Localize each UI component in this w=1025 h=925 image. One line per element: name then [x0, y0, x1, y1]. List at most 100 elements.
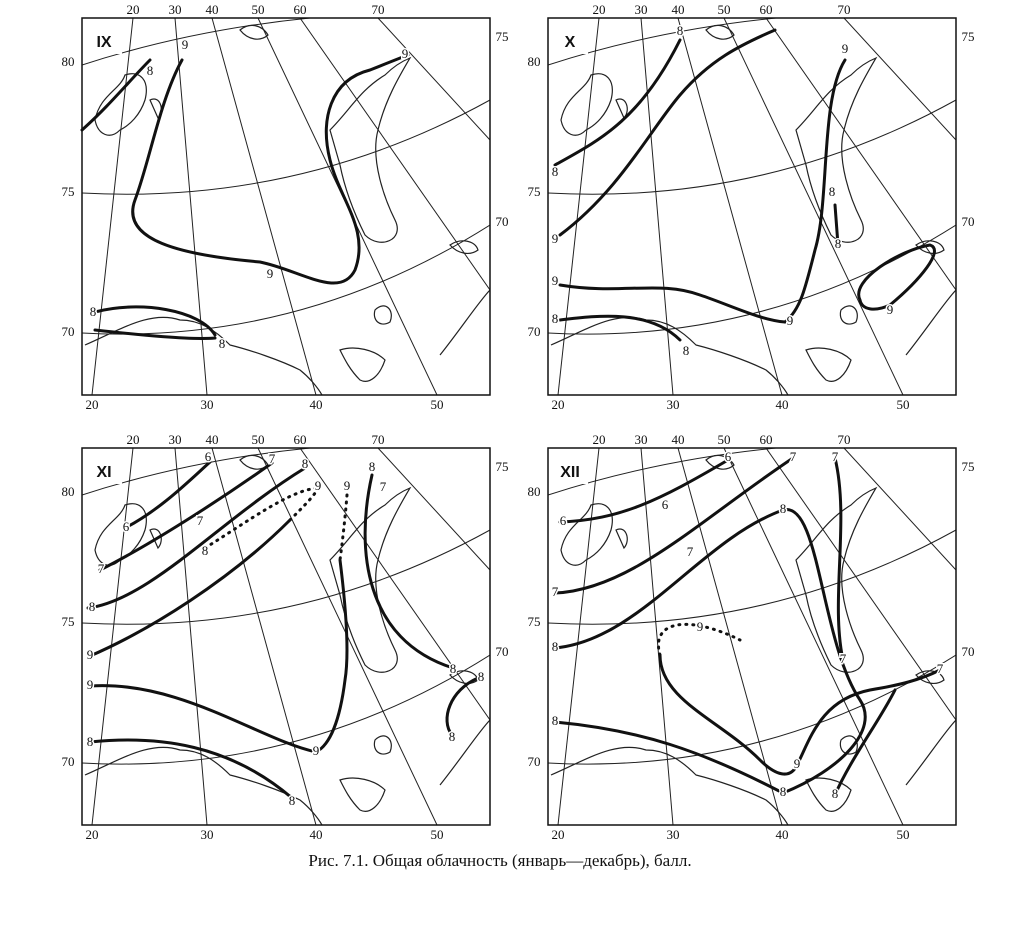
longitude-label: 40: [672, 2, 685, 17]
coastline: [560, 503, 613, 566]
longitude-label: 70: [372, 432, 385, 447]
latitude-label: 70: [528, 324, 541, 339]
map-panel: XI 20 30 40 50 60 70 75 70 80 75 70 20 30 40 50: [62, 432, 509, 842]
graticule-line: [82, 654, 490, 765]
map-content: [548, 18, 956, 395]
longitude-label: 20: [86, 827, 99, 842]
isoline-label: 9: [887, 302, 894, 317]
longitude-label: 30: [169, 432, 182, 447]
map-panel: IX 20 30 40 50 60 70 75 70 80 75 70 20 30 40 50: [62, 2, 509, 412]
graticule-line: [548, 529, 956, 625]
isoline: [558, 458, 730, 524]
map-frame: [81, 447, 491, 826]
latitude-label: 80: [62, 484, 75, 499]
latitude-label: 70: [528, 754, 541, 769]
isoline: [657, 622, 742, 657]
latitude-label: 70: [496, 644, 509, 659]
map-frame: [81, 17, 491, 396]
isolines: 9 8 9 9 8 8: [80, 35, 410, 352]
longitude-label: 60: [294, 2, 307, 17]
longitude-label: 30: [635, 432, 648, 447]
isoline-label: 9: [313, 743, 320, 758]
isoline-label: 7: [687, 544, 694, 559]
latitude-label: 75: [496, 459, 509, 474]
month-label: X: [565, 34, 576, 51]
coastline: [560, 73, 613, 136]
isoline-label: 7: [197, 513, 204, 528]
graticule-line: [174, 448, 208, 825]
graticule-line: [548, 448, 777, 496]
isoline-label: 9: [402, 46, 409, 61]
latitude-label: 70: [62, 324, 75, 339]
map-content: [82, 18, 490, 395]
isoline: [553, 508, 867, 795]
longitude-label: 40: [776, 397, 789, 412]
longitude-label: 20: [593, 2, 606, 17]
isoline: [553, 720, 785, 795]
graticule-line: [299, 448, 490, 721]
coastline: [805, 347, 852, 382]
isoline-label: 9: [794, 756, 801, 771]
isoline-label: 7: [840, 651, 847, 666]
isoline-label: 8: [552, 713, 559, 728]
isoline-label: 6: [725, 449, 732, 464]
graticule-line: [548, 99, 956, 195]
latitude-label: 75: [962, 29, 975, 44]
latitude-label: 75: [62, 184, 75, 199]
isoline: [131, 53, 410, 285]
longitude-label: 70: [838, 432, 851, 447]
graticule-line: [174, 18, 208, 395]
map-frame: [547, 447, 957, 826]
coastline: [339, 777, 386, 812]
graticule-line: [548, 654, 956, 765]
isoline: [833, 688, 897, 797]
isoline-label: 9: [552, 231, 559, 246]
isoline-label: 8: [829, 184, 836, 199]
isoline-label: 7: [380, 479, 387, 494]
isoline-label: 6: [123, 519, 130, 534]
isoline-label: 8: [289, 793, 296, 808]
latitude-label: 75: [962, 459, 975, 474]
longitude-label: 50: [431, 827, 444, 842]
isoline-label: 9: [267, 266, 274, 281]
isolines: 8 9 8 9 8 8 9 9 9 8 8: [550, 21, 936, 359]
graticule-line: [211, 18, 317, 395]
isoline-label: 8: [552, 639, 559, 654]
isoline-label: 7: [98, 561, 105, 576]
coastline: [839, 305, 858, 325]
longitude-label: 50: [252, 2, 265, 17]
longitude-label: 60: [294, 432, 307, 447]
longitude-label: 20: [593, 432, 606, 447]
graticule-line: [843, 448, 956, 571]
graticule-line: [377, 448, 490, 571]
latitude-label: 80: [62, 54, 75, 69]
latitude-label: 70: [62, 754, 75, 769]
isoline: [98, 461, 274, 572]
isoline: [363, 473, 455, 670]
isoline: [658, 653, 942, 776]
coastline: [373, 305, 392, 325]
graticule-line: [640, 18, 674, 395]
latitude-label: 70: [962, 214, 975, 229]
longitude-label: 30: [169, 2, 182, 17]
isoline: [558, 28, 777, 237]
isoline-label: 9: [182, 37, 189, 52]
longitude-label: 40: [310, 397, 323, 412]
isoline-label: 8: [677, 23, 684, 38]
isoline-label: 8: [219, 336, 226, 351]
graticule-line: [82, 224, 490, 335]
isoline-label: 9: [344, 478, 351, 493]
coastline: [439, 289, 490, 356]
longitude-label: 30: [667, 397, 680, 412]
isoline-label: 8: [552, 311, 559, 326]
graticule-line: [677, 448, 783, 825]
graticule-line: [677, 18, 783, 395]
coastline: [795, 486, 878, 673]
coastline: [915, 670, 945, 685]
coastline: [94, 503, 147, 566]
coastline: [905, 719, 956, 786]
latitude-label: 80: [528, 484, 541, 499]
coastline: [84, 316, 323, 395]
graticule-line: [91, 448, 134, 825]
coastline: [795, 56, 878, 243]
